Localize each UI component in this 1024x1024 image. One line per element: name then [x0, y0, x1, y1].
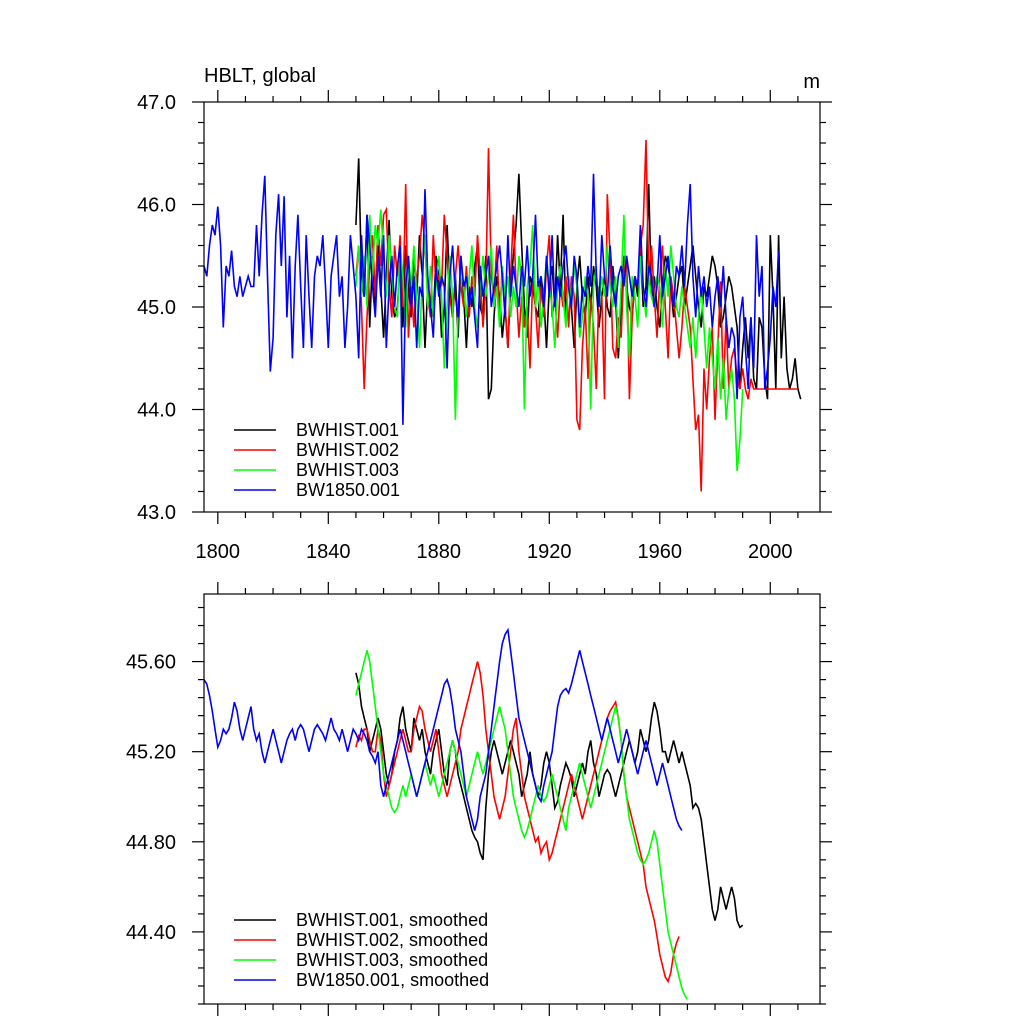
y-tick-label: 43.0 — [137, 502, 176, 524]
y-tick-label: 45.0 — [137, 297, 176, 319]
legend-label: BWHIST.002 — [296, 440, 399, 460]
panel-2: 44.40 44.80 45.20 45.60 BWHIST.001, smoothed… — [126, 582, 832, 1016]
legend-label: BWHIST.002, smoothed — [296, 930, 488, 950]
y-tick-label: 44.80 — [126, 832, 176, 854]
plot-frame — [203, 593, 821, 1005]
legend-label: BWHIST.003, smoothed — [296, 950, 488, 970]
chart-title: HBLT, global — [204, 65, 316, 87]
x-tick-label: 1800 — [196, 541, 241, 563]
series-line-bw1850-001 — [204, 173, 780, 425]
y-tick-label: 46.0 — [137, 195, 176, 217]
y-tick-label: 45.20 — [126, 742, 176, 764]
x-tick-label: 1960 — [638, 541, 683, 563]
series-line-bwhist-001-smoothed — [355, 672, 744, 929]
units-label: m — [803, 71, 820, 93]
x-tick-label: 1840 — [306, 541, 351, 563]
y-tick-label: 44.0 — [137, 400, 176, 422]
x-tick-label: 2000 — [748, 541, 793, 563]
panel-1: 1800 1840 1880 1920 1960 2000 43.0 44.0 45.0 46.0… — [137, 90, 832, 563]
x-tick-label: 1880 — [417, 541, 462, 563]
y-tick-label: 47.0 — [137, 92, 176, 114]
legend-label: BW1850.001, smoothed — [296, 970, 489, 990]
x-tick-label: 1920 — [527, 541, 572, 563]
legend-label: BW1850.001 — [296, 480, 400, 500]
legend-label: BWHIST.001, smoothed — [296, 910, 488, 930]
series-line-bwhist-002 — [355, 139, 798, 492]
legend-label: BWHIST.001 — [296, 420, 399, 440]
top-panel: HBLT, global m — [204, 65, 820, 93]
y-tick-label: 44.40 — [126, 922, 176, 944]
series-line-bw1850-001-smoothed — [204, 627, 683, 831]
legend-label: BWHIST.003 — [296, 460, 399, 480]
y-tick-label: 45.60 — [126, 652, 176, 674]
